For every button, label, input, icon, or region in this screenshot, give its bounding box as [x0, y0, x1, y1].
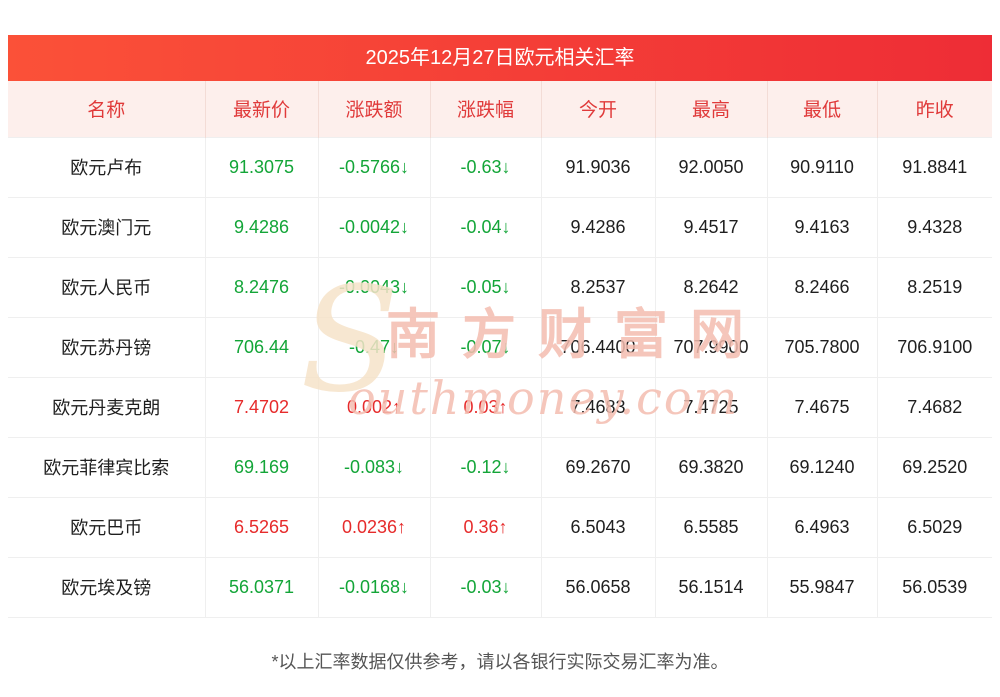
cell-change: -0.0042↓	[318, 196, 431, 257]
cell-change: -0.5766↓	[318, 136, 431, 197]
table-row: 欧元埃及镑 56.0371 -0.0168↓ -0.03↓ 56.0658 56.1514…	[8, 556, 992, 618]
cell-prev-close: 7.4682	[877, 376, 992, 437]
cell-latest: 6.5265	[205, 496, 319, 557]
cell-name: 欧元澳门元	[8, 196, 206, 257]
cell-change-pct: -0.05↓	[430, 256, 542, 317]
cell-high: 56.1514	[655, 556, 768, 618]
cell-open: 6.5043	[541, 496, 656, 557]
table-row: 欧元菲律宾比索 69.169 -0.083↓ -0.12↓ 69.2670 69.3820…	[8, 436, 992, 497]
table-row: 欧元澳门元 9.4286 -0.0042↓ -0.04↓ 9.4286 9.4517 9.4…	[8, 196, 992, 257]
cell-high: 7.4725	[655, 376, 768, 437]
cell-low: 55.9847	[767, 556, 878, 618]
table-title: 2025年12月27日欧元相关汇率	[8, 35, 992, 81]
cell-low: 69.1240	[767, 436, 878, 497]
cell-high: 92.0050	[655, 136, 768, 197]
cell-latest: 706.44	[205, 316, 319, 377]
cell-prev-close: 706.9100	[877, 316, 992, 377]
cell-prev-close: 56.0539	[877, 556, 992, 618]
cell-name: 欧元菲律宾比索	[8, 436, 206, 497]
rates-table: 名称 最新价 涨跌额 涨跌幅 今开 最高 最低 昨收 欧元卢布 91.3075 -0…	[8, 81, 992, 618]
table-row: 欧元巴币 6.5265 0.0236↑ 0.36↑ 6.5043 6.5585 6.4963…	[8, 496, 992, 557]
cell-change-pct: -0.63↓	[430, 136, 542, 197]
cell-open: 9.4286	[541, 196, 656, 257]
column-header-high: 最高	[655, 81, 768, 137]
cell-name: 欧元埃及镑	[8, 556, 206, 618]
cell-change-pct: -0.04↓	[430, 196, 542, 257]
cell-latest: 91.3075	[205, 136, 319, 197]
cell-low: 90.9110	[767, 136, 878, 197]
cell-change-pct: 0.03↑	[430, 376, 542, 437]
cell-change: -0.0168↓	[318, 556, 431, 618]
cell-high: 69.3820	[655, 436, 768, 497]
cell-open: 56.0658	[541, 556, 656, 618]
cell-change: -0.47↓	[318, 316, 431, 377]
cell-latest: 69.169	[205, 436, 319, 497]
table-body: 欧元卢布 91.3075 -0.5766↓ -0.63↓ 91.9036 92.0050 9…	[8, 136, 992, 618]
cell-change: -0.0043↓	[318, 256, 431, 317]
cell-change-pct: -0.07↓	[430, 316, 542, 377]
cell-open: 8.2537	[541, 256, 656, 317]
cell-name: 欧元苏丹镑	[8, 316, 206, 377]
cell-open: 706.4400	[541, 316, 656, 377]
column-header-change: 涨跌额	[318, 81, 431, 137]
cell-low: 7.4675	[767, 376, 878, 437]
table-row: 欧元丹麦克朗 7.4702 0.002↑ 0.03↑ 7.4683 7.4725 7.467…	[8, 376, 992, 437]
cell-low: 6.4963	[767, 496, 878, 557]
cell-prev-close: 6.5029	[877, 496, 992, 557]
cell-latest: 9.4286	[205, 196, 319, 257]
table-row: 欧元苏丹镑 706.44 -0.47↓ -0.07↓ 706.4400 707.9900 7…	[8, 316, 992, 377]
cell-prev-close: 91.8841	[877, 136, 992, 197]
cell-low: 705.7800	[767, 316, 878, 377]
cell-name: 欧元巴币	[8, 496, 206, 557]
cell-change-pct: -0.03↓	[430, 556, 542, 618]
page: 2025年12月27日欧元相关汇率 名称 最新价 涨跌额 涨跌幅 今开 最高 最…	[8, 35, 992, 672]
column-header-name: 名称	[8, 81, 206, 137]
column-header-prev-close: 昨收	[877, 81, 992, 137]
cell-change: 0.0236↑	[318, 496, 431, 557]
cell-change-pct: -0.12↓	[430, 436, 542, 497]
cell-low: 9.4163	[767, 196, 878, 257]
column-header-low: 最低	[767, 81, 878, 137]
cell-high: 6.5585	[655, 496, 768, 557]
cell-open: 91.9036	[541, 136, 656, 197]
header-row: 名称 最新价 涨跌额 涨跌幅 今开 最高 最低 昨收	[8, 81, 992, 137]
cell-change: 0.002↑	[318, 376, 431, 437]
cell-latest: 56.0371	[205, 556, 319, 618]
column-header-latest: 最新价	[205, 81, 319, 137]
cell-prev-close: 8.2519	[877, 256, 992, 317]
cell-open: 7.4683	[541, 376, 656, 437]
cell-name: 欧元人民币	[8, 256, 206, 317]
column-header-open: 今开	[541, 81, 656, 137]
table-row: 欧元卢布 91.3075 -0.5766↓ -0.63↓ 91.9036 92.0050 9…	[8, 136, 992, 197]
cell-prev-close: 9.4328	[877, 196, 992, 257]
column-header-change-pct: 涨跌幅	[430, 81, 542, 137]
disclaimer-note: *以上汇率数据仅供参考，请以各银行实际交易汇率为准。	[271, 651, 729, 672]
table-row: 欧元人民币 8.2476 -0.0043↓ -0.05↓ 8.2537 8.2642 8.2…	[8, 256, 992, 317]
cell-name: 欧元卢布	[8, 136, 206, 197]
cell-prev-close: 69.2520	[877, 436, 992, 497]
rates-table-section: 2025年12月27日欧元相关汇率 名称 最新价 涨跌额 涨跌幅 今开 最高 最…	[8, 35, 992, 618]
cell-change: -0.083↓	[318, 436, 431, 497]
cell-latest: 7.4702	[205, 376, 319, 437]
table-header: 名称 最新价 涨跌额 涨跌幅 今开 最高 最低 昨收	[8, 81, 992, 137]
cell-name: 欧元丹麦克朗	[8, 376, 206, 437]
cell-open: 69.2670	[541, 436, 656, 497]
cell-high: 9.4517	[655, 196, 768, 257]
cell-high: 8.2642	[655, 256, 768, 317]
cell-latest: 8.2476	[205, 256, 319, 317]
cell-change-pct: 0.36↑	[430, 496, 542, 557]
cell-high: 707.9900	[655, 316, 768, 377]
cell-low: 8.2466	[767, 256, 878, 317]
